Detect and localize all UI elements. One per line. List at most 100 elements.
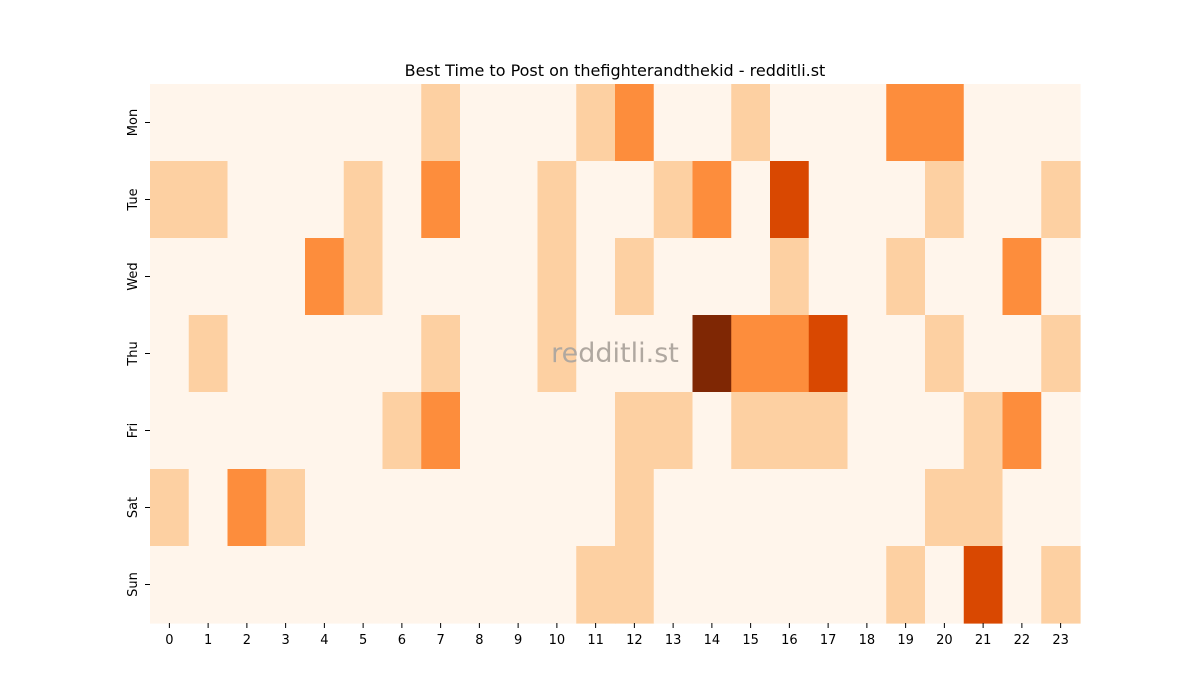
heatmap-cell-sun-16 (770, 546, 810, 624)
heatmap-cell-wed-22 (1002, 238, 1042, 316)
heatmap-cell-thu-16 (770, 315, 810, 393)
heatmap-cell-wed-12 (615, 238, 655, 316)
heatmap-cell-thu-1 (188, 315, 229, 393)
heatmap-cell-sat-6 (382, 469, 422, 547)
heatmap-cell-sat-15 (731, 469, 771, 547)
heatmap-cell-sat-7 (421, 469, 461, 547)
heatmap-cell-sun-11 (576, 546, 616, 624)
heatmap-cell-tue-17 (808, 161, 849, 239)
heatmap-cell-sun-4 (305, 546, 345, 624)
x-tick-label: 1 (204, 633, 212, 648)
heatmap-cell-wed-6 (382, 238, 422, 316)
heatmap-cell-tue-18 (847, 161, 887, 239)
heatmap-cell-fri-20 (925, 392, 965, 470)
heatmap-cell-sun-15 (731, 546, 771, 624)
y-axis: Mon Tue Wed Thu Fri Sat Sun (126, 109, 150, 597)
heatmap-cell-sat-18 (847, 469, 887, 547)
heatmap-cell-mon-2 (227, 84, 267, 162)
heatmap-cell-wed-1 (188, 238, 229, 316)
x-tick-label: 4 (320, 633, 328, 648)
heatmap-cell-fri-21 (963, 392, 1004, 470)
heatmap-cell-tue-16 (770, 161, 810, 239)
heatmap-cell-wed-3 (266, 238, 306, 316)
heatmap-cell-sat-22 (1002, 469, 1042, 547)
heatmap-cell-tue-12 (615, 161, 655, 239)
x-tick-label: 21 (975, 633, 992, 648)
heatmap-cell-sat-19 (886, 469, 926, 547)
heatmap-cell-wed-13 (653, 238, 694, 316)
heatmap-cell-thu-8 (460, 315, 500, 393)
heatmap-cell-thu-18 (847, 315, 887, 393)
heatmap-cell-fri-23 (1041, 392, 1081, 470)
heatmap-cell-tue-20 (925, 161, 965, 239)
heatmap-cell-mon-4 (305, 84, 345, 162)
heatmap-cell-sun-5 (343, 546, 384, 624)
heatmap-cell-mon-0 (150, 84, 190, 162)
heatmap-cell-wed-21 (963, 238, 1004, 316)
heatmap-cell-thu-9 (498, 315, 539, 393)
heatmap-cell-sun-17 (808, 546, 849, 624)
x-tick-label: 16 (781, 633, 798, 648)
heatmap-cell-tue-9 (498, 161, 539, 239)
heatmap-cell-fri-19 (886, 392, 926, 470)
heatmap-cell-tue-15 (731, 161, 771, 239)
heatmap-cell-sun-12 (615, 546, 655, 624)
heatmap-cell-fri-6 (382, 392, 422, 470)
heatmap-cell-sun-2 (227, 546, 267, 624)
x-tick-label: 12 (626, 633, 643, 648)
x-tick-label: 5 (359, 633, 367, 648)
heatmap-cell-mon-19 (886, 84, 926, 162)
heatmap-cell-mon-5 (343, 84, 384, 162)
heatmap-cell-sun-14 (692, 546, 732, 624)
x-tick-label: 2 (243, 633, 251, 648)
heatmap-cell-fri-0 (150, 392, 190, 470)
heatmap-cell-sat-0 (150, 469, 190, 547)
x-tick-label: 18 (859, 633, 876, 648)
heatmap-cell-sun-7 (421, 546, 461, 624)
y-tick-label: Mon (126, 109, 141, 136)
heatmap-cell-mon-14 (692, 84, 732, 162)
heatmap-cell-wed-16 (770, 238, 810, 316)
heatmap-cell-wed-0 (150, 238, 190, 316)
heatmap-cell-sat-4 (305, 469, 345, 547)
heatmap-cell-wed-23 (1041, 238, 1081, 316)
heatmap-cell-sat-12 (615, 469, 655, 547)
heatmap-cell-mon-23 (1041, 84, 1081, 162)
heatmap-cell-fri-5 (343, 392, 384, 470)
heatmap-cell-mon-20 (925, 84, 965, 162)
heatmap-cell-wed-7 (421, 238, 461, 316)
heatmap-cell-tue-13 (653, 161, 694, 239)
heatmap-cell-sun-10 (537, 546, 577, 624)
heatmap-cell-tue-19 (886, 161, 926, 239)
heatmap-cell-fri-12 (615, 392, 655, 470)
heatmap-cell-tue-21 (963, 161, 1004, 239)
heatmap-cell-wed-11 (576, 238, 616, 316)
heatmap-cell-fri-11 (576, 392, 616, 470)
heatmap-cell-tue-7 (421, 161, 461, 239)
heatmap-cell-sun-0 (150, 546, 190, 624)
heatmap-cell-thu-0 (150, 315, 190, 393)
heatmap-cell-wed-9 (498, 238, 539, 316)
heatmap-cell-fri-4 (305, 392, 345, 470)
heatmap-cell-fri-8 (460, 392, 500, 470)
heatmap-cell-wed-15 (731, 238, 771, 316)
y-tick-label: Sun (126, 572, 141, 597)
heatmap-cell-thu-10 (537, 315, 577, 393)
heatmap-cell-fri-10 (537, 392, 577, 470)
x-tick-label: 9 (514, 633, 522, 648)
x-tick-label: 20 (936, 633, 953, 648)
heatmap-cell-wed-19 (886, 238, 926, 316)
heatmap-cell-thu-2 (227, 315, 267, 393)
heatmap-cell-sun-13 (653, 546, 694, 624)
heatmap-cell-thu-17 (808, 315, 849, 393)
heatmap-cell-tue-14 (692, 161, 732, 239)
heatmap-cell-wed-20 (925, 238, 965, 316)
y-tick-label: Tue (126, 188, 141, 211)
heatmap-cell-mon-18 (847, 84, 887, 162)
heatmap-cell-tue-11 (576, 161, 616, 239)
watermark: redditli.st (551, 338, 679, 369)
heatmap-cell-tue-10 (537, 161, 577, 239)
x-tick-label: 7 (436, 633, 444, 648)
heatmap-cells (150, 84, 1081, 624)
